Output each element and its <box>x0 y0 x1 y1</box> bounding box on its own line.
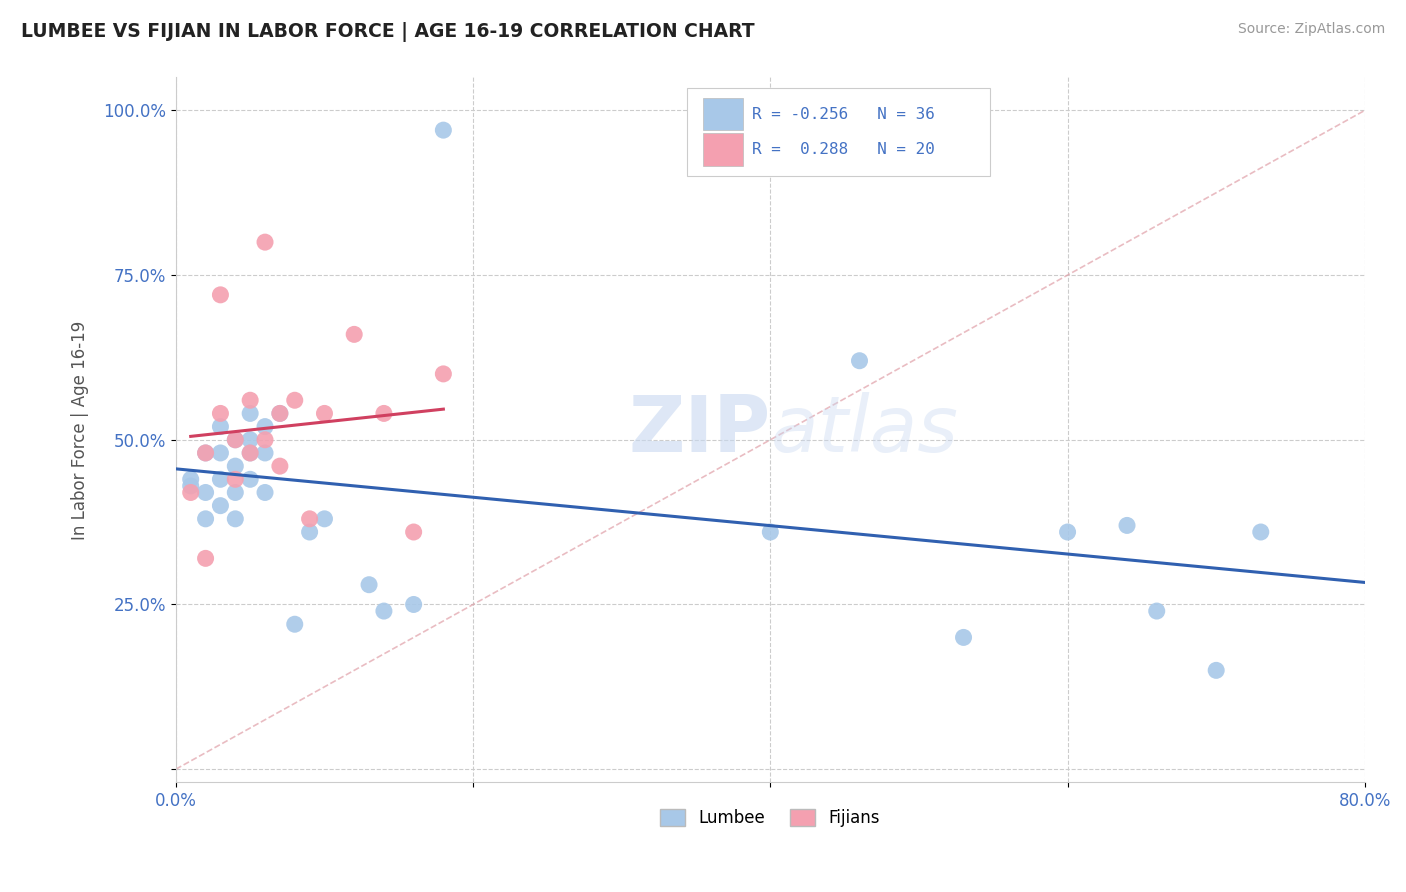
Point <box>194 446 217 460</box>
Point <box>239 446 262 460</box>
Point <box>180 479 202 493</box>
Y-axis label: In Labor Force | Age 16-19: In Labor Force | Age 16-19 <box>72 320 89 540</box>
Point <box>269 406 291 420</box>
Text: R =  0.288   N = 20: R = 0.288 N = 20 <box>752 142 935 157</box>
Point <box>1146 604 1168 618</box>
Point <box>314 512 336 526</box>
Point <box>373 406 395 420</box>
Point <box>298 512 321 526</box>
Point <box>402 524 425 539</box>
Point <box>194 485 217 500</box>
Point <box>848 353 870 368</box>
Text: Source: ZipAtlas.com: Source: ZipAtlas.com <box>1237 22 1385 37</box>
Point <box>224 459 246 474</box>
Point <box>343 327 366 342</box>
Point <box>239 472 262 486</box>
Point <box>432 123 454 137</box>
FancyBboxPatch shape <box>703 98 742 130</box>
Point <box>253 235 276 249</box>
Point <box>253 433 276 447</box>
Point <box>224 433 246 447</box>
Point <box>269 406 291 420</box>
Point <box>209 406 232 420</box>
Point <box>180 472 202 486</box>
Point <box>224 512 246 526</box>
Point <box>239 406 262 420</box>
Legend: Lumbee, Fijians: Lumbee, Fijians <box>654 803 887 834</box>
Point <box>269 459 291 474</box>
Point <box>314 406 336 420</box>
Point <box>298 524 321 539</box>
Point <box>1250 524 1272 539</box>
Point <box>1116 518 1139 533</box>
Text: atlas: atlas <box>770 392 959 468</box>
Point <box>209 472 232 486</box>
Point <box>194 446 217 460</box>
Point <box>224 472 246 486</box>
Point <box>253 446 276 460</box>
Point <box>1205 664 1227 678</box>
Point <box>253 485 276 500</box>
Point <box>239 433 262 447</box>
Point <box>209 288 232 302</box>
Point <box>284 393 307 408</box>
Point <box>209 446 232 460</box>
Text: ZIP: ZIP <box>628 392 770 468</box>
Point <box>209 499 232 513</box>
Point <box>952 631 974 645</box>
Point <box>180 485 202 500</box>
Point <box>284 617 307 632</box>
Point <box>209 419 232 434</box>
Point <box>253 419 276 434</box>
Point <box>194 512 217 526</box>
Point <box>224 433 246 447</box>
Point <box>759 524 782 539</box>
FancyBboxPatch shape <box>688 88 990 176</box>
Point <box>432 367 454 381</box>
Point <box>373 604 395 618</box>
Point <box>357 578 380 592</box>
Text: R = -0.256   N = 36: R = -0.256 N = 36 <box>752 107 935 121</box>
Point <box>194 551 217 566</box>
FancyBboxPatch shape <box>703 133 742 166</box>
Point <box>402 598 425 612</box>
Point <box>239 393 262 408</box>
Point <box>1056 524 1078 539</box>
Text: LUMBEE VS FIJIAN IN LABOR FORCE | AGE 16-19 CORRELATION CHART: LUMBEE VS FIJIAN IN LABOR FORCE | AGE 16… <box>21 22 755 42</box>
Point <box>224 485 246 500</box>
Point <box>239 446 262 460</box>
